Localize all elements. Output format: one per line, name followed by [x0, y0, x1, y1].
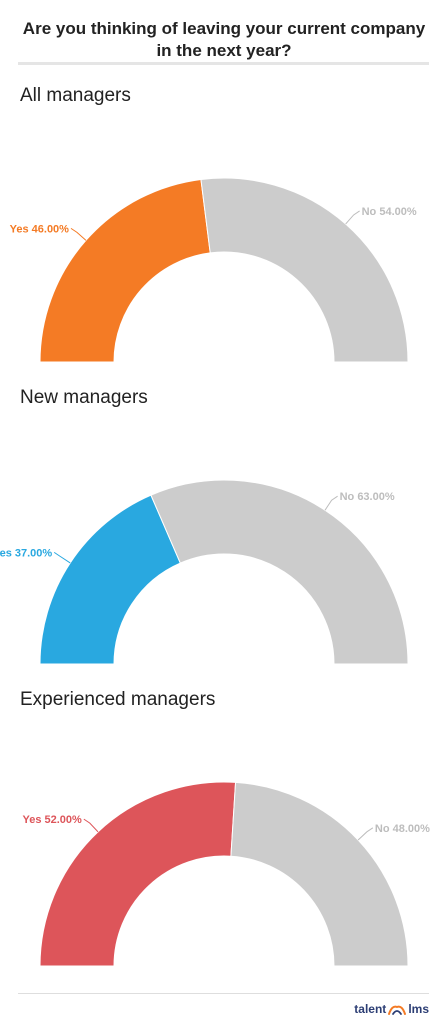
leader-line: [53, 551, 71, 564]
slice-no: [200, 177, 409, 363]
page-title: Are you thinking of leaving your current…: [22, 19, 426, 60]
talentlms-logo: talent lms: [354, 1000, 429, 1018]
data-label-yes: Yes 52.00%: [22, 814, 82, 826]
footer-divider: [18, 993, 429, 994]
leader-line: [83, 818, 99, 833]
leader-line: [357, 827, 374, 841]
leader-line: [70, 227, 87, 241]
logo-text-left: talent: [354, 1002, 387, 1016]
half-donut-chart-new: Yes 37.00% No 63.00%: [0, 479, 409, 665]
half-donut-chart-experienced: Yes 52.00% No 48.00%: [22, 781, 430, 967]
title-divider: [18, 62, 429, 65]
data-label-yes: Yes 46.00%: [10, 223, 70, 235]
leader-line: [324, 495, 338, 511]
chart-section-all: All managers Yes 46.00% No 54.00%: [0, 84, 448, 384]
chart-heading: Experienced managers: [20, 689, 216, 710]
chart-heading: New managers: [20, 387, 148, 408]
slice-yes: [39, 781, 237, 967]
half-donut-chart-all: Yes 46.00% No 54.00%: [10, 177, 417, 363]
chart-section-new: New managers Yes 37.00% No 63.00%: [0, 386, 448, 686]
logo-text-right: lms: [408, 1002, 429, 1016]
data-label-no: No 63.00%: [340, 491, 395, 503]
data-label-yes: Yes 37.00%: [0, 547, 52, 559]
data-label-no: No 48.00%: [375, 823, 430, 835]
cloud-arc-icon: [388, 1005, 407, 1015]
chart-section-experienced: Experienced managers Yes 52.00% No 48.00%: [0, 688, 448, 988]
leader-line: [345, 210, 360, 225]
chart-heading: All managers: [20, 85, 131, 106]
slice-no: [230, 781, 409, 967]
slice-yes: [39, 494, 181, 665]
data-label-no: No 54.00%: [362, 206, 417, 218]
slice-yes: [39, 178, 211, 363]
slice-no: [150, 479, 409, 665]
